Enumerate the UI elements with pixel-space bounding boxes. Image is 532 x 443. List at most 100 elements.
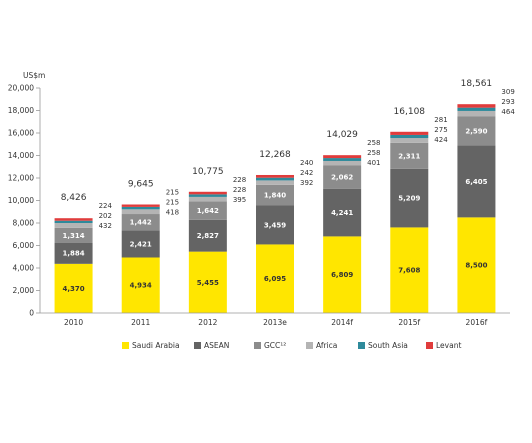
y-tick-label: 0 xyxy=(29,309,34,318)
bar-segment xyxy=(390,142,429,169)
levant-value-label: 240 xyxy=(300,159,313,167)
y-tick-label: 8,000 xyxy=(13,219,35,228)
bars: 4,370 1,884 1,314 224 202 432 8,426 4,934 2,421 1… xyxy=(54,79,515,313)
bar-segment xyxy=(121,230,160,258)
y-tick-label: 16,000 xyxy=(8,129,34,138)
y-tick-label: 18,000 xyxy=(8,106,34,115)
bar-segment xyxy=(323,188,362,237)
bar-segment xyxy=(323,160,362,166)
x-axis: 2010 2011 2012 2013e 2014f 2015f 2016f xyxy=(40,312,510,327)
segment-value-label: 8,500 xyxy=(465,262,487,270)
legend-swatch xyxy=(358,342,365,349)
south-asia-value-label: 202 xyxy=(99,212,112,220)
legend: Saudi Arabia ASEAN GCC¹² Africa South Asia Le… xyxy=(122,341,461,350)
bar-segment xyxy=(188,219,227,252)
bar-segment xyxy=(457,104,496,108)
y-tick-label: 12,000 xyxy=(8,174,34,183)
y-tick-label: 2,000 xyxy=(13,286,35,295)
bar-total-label: 12,268 xyxy=(259,150,291,160)
south-asia-value-label: 293 xyxy=(501,98,514,106)
x-tick-label: 2012 xyxy=(198,318,217,327)
africa-value-label: 401 xyxy=(367,159,380,167)
bar-segment xyxy=(390,227,429,313)
bar-segment xyxy=(390,168,429,228)
legend-label: Saudi Arabia xyxy=(132,341,180,350)
africa-value-label: 432 xyxy=(99,222,112,230)
segment-value-label: 1,840 xyxy=(264,192,286,200)
bar-segment xyxy=(121,206,160,210)
levant-value-label: 224 xyxy=(99,202,113,210)
bar-segment xyxy=(323,165,362,189)
south-asia-value-label: 258 xyxy=(367,149,380,157)
legend-swatch xyxy=(194,342,201,349)
bar-total-label: 8,426 xyxy=(61,193,87,203)
legend-label: ASEAN xyxy=(204,341,229,350)
bar-segment xyxy=(54,227,93,243)
segment-value-label: 2,062 xyxy=(331,174,353,182)
segment-value-label: 1,642 xyxy=(197,207,219,215)
y-tick-label: 20,000 xyxy=(8,84,34,93)
bar-segment xyxy=(188,196,227,202)
y-tick-label: 14,000 xyxy=(8,151,34,160)
segment-value-label: 1,884 xyxy=(62,250,84,258)
bar-segment xyxy=(188,251,227,313)
south-asia-value-label: 275 xyxy=(434,126,447,134)
bar-total-label: 10,775 xyxy=(192,167,224,177)
x-tick-label: 2014f xyxy=(331,318,353,327)
bar-total-label: 16,108 xyxy=(394,107,426,117)
africa-value-label: 395 xyxy=(233,196,246,204)
x-tick-label: 2015f xyxy=(398,318,420,327)
bar-segment xyxy=(323,155,362,159)
y-tick-label: 10,000 xyxy=(8,196,34,205)
x-tick-label: 2010 xyxy=(64,318,83,327)
bar-segment xyxy=(121,209,160,215)
legend-label: Africa xyxy=(316,341,337,350)
bar-segment xyxy=(54,220,93,223)
bar-segment xyxy=(256,205,294,245)
segment-value-label: 6,809 xyxy=(331,271,353,279)
africa-value-label: 418 xyxy=(166,208,179,216)
bar-segment xyxy=(457,145,496,218)
bar-segment xyxy=(457,107,496,111)
segment-value-label: 2,590 xyxy=(465,127,487,135)
levant-value-label: 309 xyxy=(501,88,514,96)
bar-segment xyxy=(54,242,93,264)
legend-label: Levant xyxy=(436,341,461,350)
bar-segment xyxy=(188,194,227,197)
levant-value-label: 215 xyxy=(166,188,179,196)
legend-swatch xyxy=(306,342,313,349)
y-axis: 0 2,000 4,000 6,000 8,000 10,000 12,000 14,000 1… xyxy=(8,84,41,318)
bar-segment xyxy=(121,257,160,313)
africa-value-label: 464 xyxy=(501,108,515,116)
bar-segment xyxy=(188,201,227,220)
bar-segment xyxy=(457,217,496,313)
south-asia-value-label: 228 xyxy=(233,186,246,194)
bar-segment xyxy=(256,244,294,313)
y-tick-label: 4,000 xyxy=(13,264,35,273)
bar-segment xyxy=(54,218,93,221)
segment-value-label: 5,455 xyxy=(197,279,219,287)
bar-segment xyxy=(256,177,294,181)
segment-value-label: 3,459 xyxy=(264,221,286,229)
x-tick-label: 2013e xyxy=(263,318,287,327)
bar-segment xyxy=(54,263,93,313)
levant-value-label: 281 xyxy=(434,116,447,124)
levant-value-label: 258 xyxy=(367,139,380,147)
bar-total-label: 9,645 xyxy=(128,179,154,189)
bar-segment xyxy=(121,214,160,231)
segment-value-label: 7,608 xyxy=(398,267,420,275)
africa-value-label: 424 xyxy=(434,136,448,144)
segment-value-label: 6,405 xyxy=(465,178,487,186)
legend-label: GCC¹² xyxy=(264,341,286,350)
segment-value-label: 5,209 xyxy=(398,195,420,203)
levant-value-label: 228 xyxy=(233,176,246,184)
segment-value-label: 2,421 xyxy=(130,240,152,248)
south-asia-value-label: 242 xyxy=(300,169,313,177)
segment-value-label: 1,442 xyxy=(130,219,152,227)
segment-value-label: 6,095 xyxy=(264,275,286,283)
bar-segment xyxy=(256,184,294,206)
bar-segment xyxy=(390,138,429,143)
bar-segment xyxy=(457,110,496,117)
segment-value-label: 2,827 xyxy=(197,232,219,240)
